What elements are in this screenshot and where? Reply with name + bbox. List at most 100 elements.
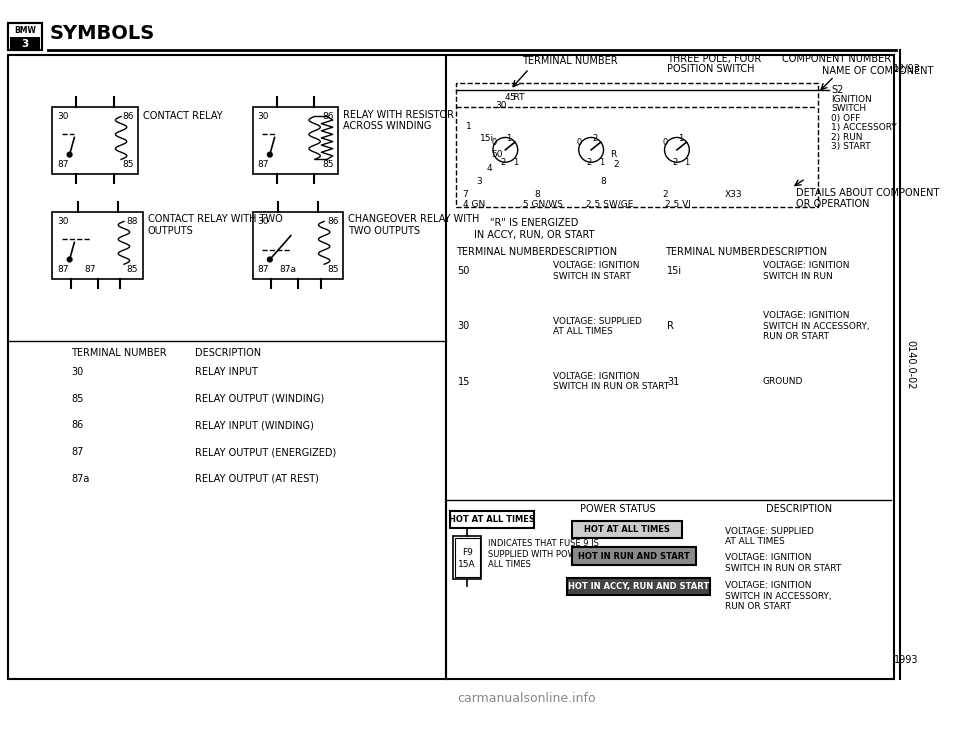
Bar <box>455 538 480 577</box>
Bar <box>572 521 682 538</box>
Text: 50: 50 <box>458 266 470 276</box>
Text: 87a: 87a <box>279 265 296 274</box>
Bar <box>10 37 40 50</box>
Text: 86: 86 <box>71 420 84 430</box>
Text: 50: 50 <box>491 150 502 159</box>
Text: RELAY INPUT: RELAY INPUT <box>196 367 258 377</box>
Text: DESCRIPTION: DESCRIPTION <box>551 247 617 257</box>
Text: 30: 30 <box>495 100 507 109</box>
Bar <box>53 212 143 278</box>
Text: 87: 87 <box>71 447 84 457</box>
Text: R: R <box>611 150 616 159</box>
Text: 15A: 15A <box>458 560 476 569</box>
Bar <box>567 578 710 595</box>
Text: 85: 85 <box>127 265 138 274</box>
Text: OR OPERATION: OR OPERATION <box>796 199 870 209</box>
Text: RUN OR START: RUN OR START <box>725 602 791 611</box>
Text: 3: 3 <box>477 177 483 186</box>
Text: SYMBOLS: SYMBOLS <box>50 24 155 43</box>
Text: VOLTAGE: IGNITION
SWITCH IN START: VOLTAGE: IGNITION SWITCH IN START <box>553 261 639 280</box>
Text: HOT AT ALL TIMES: HOT AT ALL TIMES <box>584 525 670 533</box>
Text: RELAY WITH RESISTOR: RELAY WITH RESISTOR <box>344 109 454 120</box>
Text: NAME OF COMPONENT: NAME OF COMPONENT <box>822 65 933 76</box>
Text: S2: S2 <box>831 85 844 94</box>
Text: 4: 4 <box>486 164 492 173</box>
Text: 1: 1 <box>678 134 684 143</box>
Text: ACROSS WINDING: ACROSS WINDING <box>344 121 432 131</box>
Text: 1993: 1993 <box>895 655 919 665</box>
Text: 87: 87 <box>84 265 96 274</box>
Text: COMPONENT NUMBER: COMPONENT NUMBER <box>781 54 891 64</box>
Text: 2: 2 <box>500 158 506 167</box>
Text: HOT IN ACCY, RUN AND START: HOT IN ACCY, RUN AND START <box>568 582 709 591</box>
Text: 85: 85 <box>71 394 84 404</box>
Text: 2: 2 <box>587 158 591 167</box>
Text: TERMINAL NUMBER: TERMINAL NUMBER <box>71 348 167 358</box>
Text: 4 GN: 4 GN <box>464 199 486 209</box>
Text: 87: 87 <box>58 160 69 169</box>
Text: 2: 2 <box>592 134 597 143</box>
Text: 2: 2 <box>613 160 618 169</box>
Text: 86: 86 <box>122 112 133 121</box>
Text: DETAILS ABOUT COMPONENT: DETAILS ABOUT COMPONENT <box>796 187 940 198</box>
Bar <box>252 212 344 278</box>
Text: 3: 3 <box>21 39 29 49</box>
Text: .5 GN/WS: .5 GN/WS <box>519 199 563 209</box>
Text: SWITCH IN RUN OR START: SWITCH IN RUN OR START <box>725 564 841 573</box>
Bar <box>572 548 696 565</box>
Text: 30: 30 <box>257 217 269 225</box>
Text: POSITION SWITCH: POSITION SWITCH <box>667 64 755 74</box>
Text: 15i: 15i <box>667 266 683 276</box>
Text: TWO OUTPUTS: TWO OUTPUTS <box>348 226 420 236</box>
Text: VOLTAGE: SUPPLIED
AT ALL TIMES: VOLTAGE: SUPPLIED AT ALL TIMES <box>553 316 642 336</box>
Text: 87a: 87a <box>71 474 90 484</box>
Text: DESCRIPTION: DESCRIPTION <box>761 247 827 257</box>
Text: 2: 2 <box>662 190 668 199</box>
Text: SWITCH: SWITCH <box>831 104 867 113</box>
Text: 30: 30 <box>458 321 469 331</box>
Text: 4 RT: 4 RT <box>505 93 525 102</box>
Text: 8: 8 <box>534 190 540 199</box>
Text: OUTPUTS: OUTPUTS <box>148 226 194 236</box>
Text: RELAY OUTPUT (ENERGIZED): RELAY OUTPUT (ENERGIZED) <box>196 447 337 457</box>
Text: HOT IN RUN AND START: HOT IN RUN AND START <box>578 551 690 560</box>
Text: 30: 30 <box>58 217 69 225</box>
Text: VOLTAGE: IGNITION
SWITCH IN RUN OR START: VOLTAGE: IGNITION SWITCH IN RUN OR START <box>553 372 669 391</box>
Bar <box>53 107 138 173</box>
Text: 88: 88 <box>127 217 138 225</box>
Text: CHANGEOVER RELAY WITH: CHANGEOVER RELAY WITH <box>348 214 479 225</box>
Text: 1: 1 <box>467 121 472 130</box>
Text: 86: 86 <box>323 112 334 121</box>
Text: CONTACT RELAY: CONTACT RELAY <box>143 112 223 121</box>
Text: VOLTAGE: SUPPLIED: VOLTAGE: SUPPLIED <box>725 527 813 536</box>
Text: VOLTAGE: IGNITION
SWITCH IN RUN: VOLTAGE: IGNITION SWITCH IN RUN <box>763 261 850 280</box>
Bar <box>456 83 818 207</box>
Text: IGNITION: IGNITION <box>831 94 872 104</box>
Text: 0) OFF: 0) OFF <box>831 114 861 123</box>
Text: "R" IS ENERGIZED: "R" IS ENERGIZED <box>490 218 578 228</box>
Text: RELAY OUTPUT (WINDING): RELAY OUTPUT (WINDING) <box>196 394 324 404</box>
Bar <box>252 107 339 173</box>
Text: 5: 5 <box>509 93 515 102</box>
Text: 15i: 15i <box>480 134 493 143</box>
Text: 86: 86 <box>327 217 339 225</box>
Circle shape <box>67 153 72 157</box>
Text: F9: F9 <box>462 548 472 557</box>
Text: 87: 87 <box>257 160 269 169</box>
Bar <box>8 23 42 50</box>
Text: CONTACT RELAY WITH TWO: CONTACT RELAY WITH TWO <box>148 214 282 225</box>
Text: 1: 1 <box>684 158 690 167</box>
Text: TERMINAL NUMBER: TERMINAL NUMBER <box>665 247 761 257</box>
Text: POWER STATUS: POWER STATUS <box>580 504 656 514</box>
Circle shape <box>268 153 273 157</box>
Text: 85: 85 <box>327 265 339 274</box>
Text: VOLTAGE: IGNITION
SWITCH IN ACCESSORY,
RUN OR START: VOLTAGE: IGNITION SWITCH IN ACCESSORY, R… <box>763 311 870 341</box>
Bar <box>453 536 482 579</box>
Text: BMW: BMW <box>13 26 36 35</box>
Text: 3) START: 3) START <box>831 143 871 152</box>
Text: 2.5 VI: 2.5 VI <box>665 199 691 209</box>
Text: TERMINAL NUMBER: TERMINAL NUMBER <box>456 247 551 257</box>
Text: 2.5 SW/GE: 2.5 SW/GE <box>587 199 634 209</box>
Text: 85: 85 <box>323 160 334 169</box>
Text: RELAY INPUT (WINDING): RELAY INPUT (WINDING) <box>196 420 314 430</box>
